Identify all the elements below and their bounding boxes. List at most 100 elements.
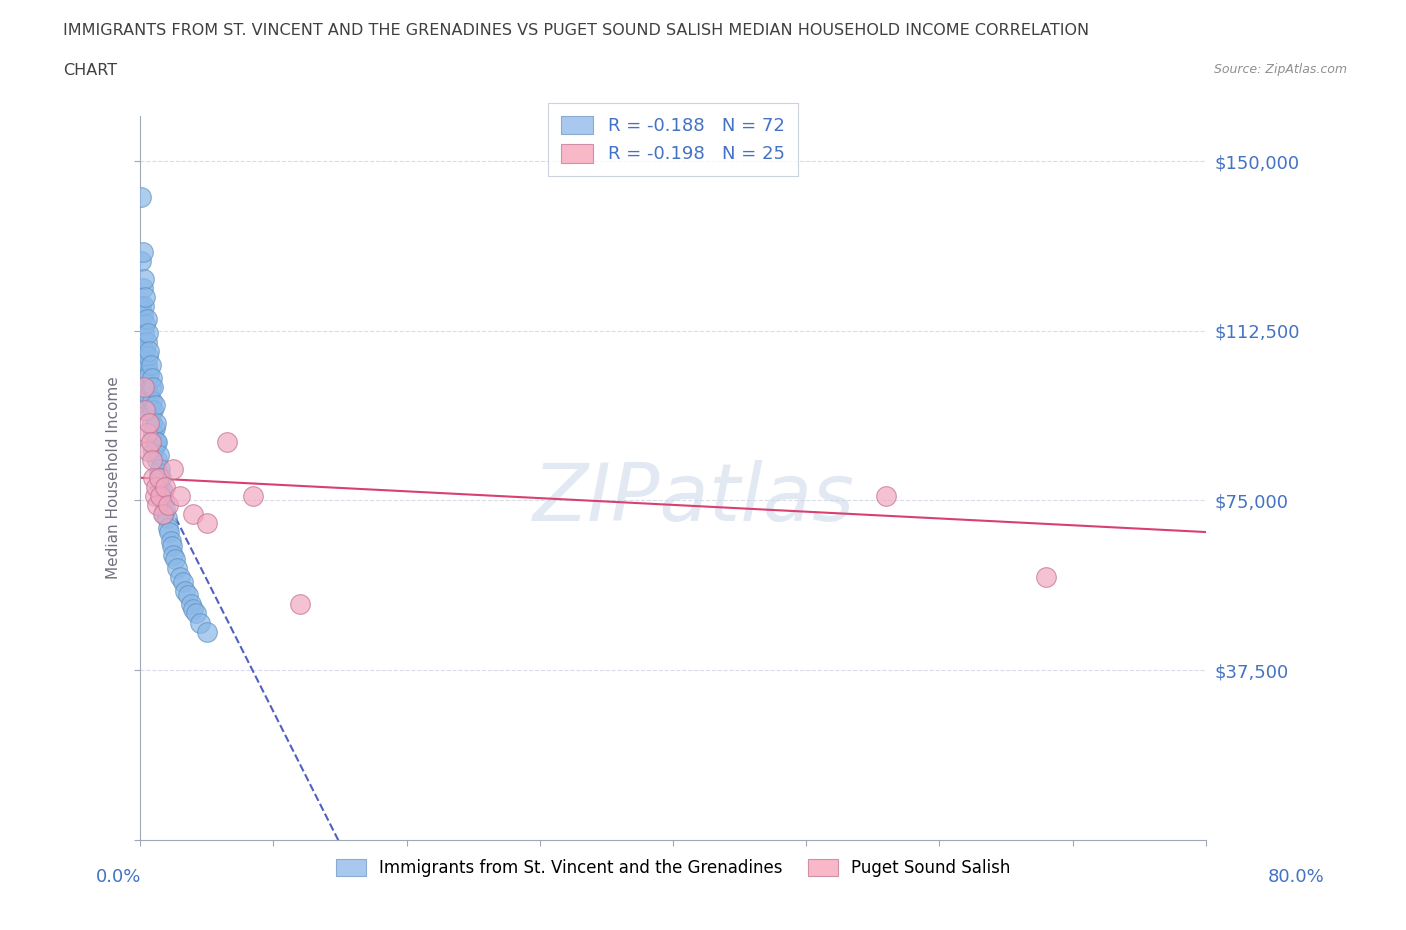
Point xyxy=(153,507,176,522)
Point xyxy=(131,299,153,313)
Point xyxy=(149,479,172,494)
Text: CHART: CHART xyxy=(63,63,117,78)
Point xyxy=(146,498,169,512)
Text: Source: ZipAtlas.com: Source: ZipAtlas.com xyxy=(1213,63,1347,76)
Point xyxy=(174,583,197,598)
Point xyxy=(136,326,159,340)
Point xyxy=(149,488,172,503)
Point xyxy=(188,615,211,630)
Point xyxy=(132,343,155,358)
Point xyxy=(143,439,166,454)
Point xyxy=(142,444,165,458)
Point xyxy=(132,280,155,295)
Point xyxy=(143,420,166,435)
Point xyxy=(134,343,156,358)
Point xyxy=(136,371,159,386)
Point xyxy=(155,502,177,517)
Point xyxy=(139,434,162,449)
Point xyxy=(163,551,186,566)
Point xyxy=(159,534,181,549)
Point xyxy=(155,479,177,494)
Point xyxy=(159,525,181,539)
Point xyxy=(153,493,176,508)
Point xyxy=(132,308,155,323)
Point xyxy=(149,461,172,476)
Point xyxy=(134,352,156,367)
Point xyxy=(169,570,191,585)
Point xyxy=(134,316,156,331)
Point xyxy=(142,403,165,418)
Point xyxy=(138,343,160,358)
Text: 0.0%: 0.0% xyxy=(96,868,141,886)
Point xyxy=(215,434,238,449)
Point xyxy=(162,461,184,476)
Point xyxy=(135,357,157,372)
Text: ZIPatlas: ZIPatlas xyxy=(533,460,855,538)
Point xyxy=(146,452,169,467)
Text: 80.0%: 80.0% xyxy=(1268,868,1324,886)
Point xyxy=(288,597,311,612)
Point xyxy=(148,471,170,485)
Point xyxy=(138,389,160,404)
Point xyxy=(138,416,160,431)
Y-axis label: Median Household Income: Median Household Income xyxy=(107,377,121,579)
Point xyxy=(134,289,156,304)
Point xyxy=(131,190,153,205)
Legend: R = -0.188   N = 72, R = -0.198   N = 25: R = -0.188 N = 72, R = -0.198 N = 25 xyxy=(548,103,797,176)
Point xyxy=(157,520,180,535)
Point xyxy=(152,507,174,522)
Point xyxy=(145,434,167,449)
Point xyxy=(135,312,157,326)
Point xyxy=(135,425,157,440)
Point xyxy=(148,466,170,481)
Point xyxy=(136,348,159,363)
Point xyxy=(134,403,156,418)
Point xyxy=(142,471,165,485)
Point xyxy=(135,335,157,350)
Point xyxy=(148,447,170,462)
Point xyxy=(150,488,173,503)
Point xyxy=(172,575,194,590)
Point xyxy=(135,403,157,418)
Point xyxy=(134,299,156,313)
Point xyxy=(139,357,162,372)
Point xyxy=(195,624,218,639)
Point xyxy=(142,379,165,394)
Point xyxy=(141,371,163,386)
Point xyxy=(132,244,155,259)
Point xyxy=(136,393,159,408)
Point xyxy=(169,488,191,503)
Point xyxy=(134,379,156,394)
Point xyxy=(156,511,179,525)
Point xyxy=(875,488,897,503)
Point xyxy=(162,547,184,562)
Point xyxy=(142,425,165,440)
Point xyxy=(150,471,173,485)
Point xyxy=(145,416,167,431)
Point xyxy=(183,602,205,617)
Point xyxy=(146,434,169,449)
Point xyxy=(141,393,163,408)
Point xyxy=(184,606,207,621)
Point xyxy=(141,452,163,467)
Point xyxy=(141,416,163,431)
Point xyxy=(152,484,174,498)
Point xyxy=(136,444,159,458)
Point xyxy=(139,379,162,394)
Point xyxy=(177,588,200,603)
Point xyxy=(166,561,188,576)
Point xyxy=(180,597,202,612)
Point xyxy=(134,272,156,286)
Point xyxy=(138,366,160,381)
Point xyxy=(139,403,162,418)
Point xyxy=(195,515,218,530)
Point xyxy=(157,498,180,512)
Point xyxy=(145,479,167,494)
Point xyxy=(242,488,264,503)
Point xyxy=(143,398,166,413)
Point xyxy=(135,379,157,394)
Point xyxy=(1035,570,1057,585)
Point xyxy=(143,488,166,503)
Point xyxy=(160,538,183,553)
Point xyxy=(183,507,205,522)
